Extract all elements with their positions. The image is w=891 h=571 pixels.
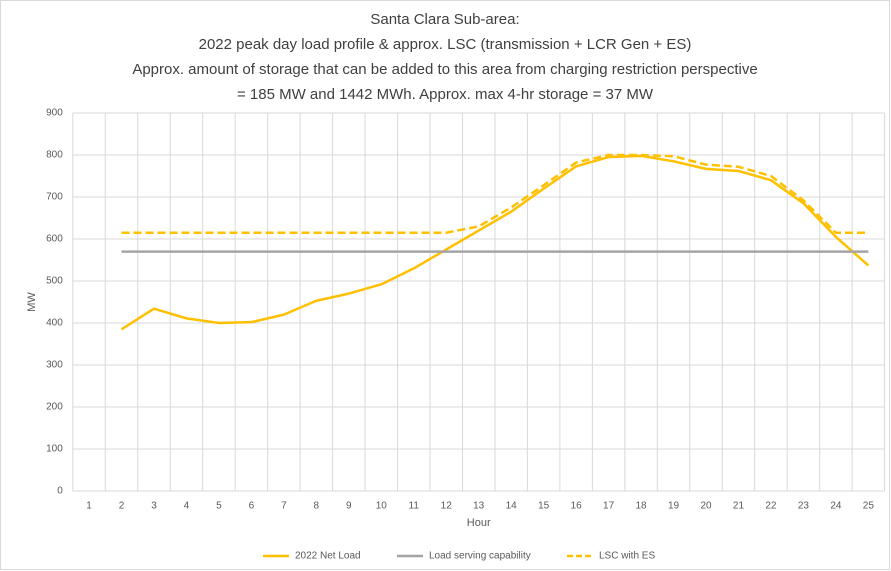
x-tick-label: 24 bbox=[830, 501, 842, 512]
x-tick-label: 8 bbox=[314, 501, 320, 512]
y-tick-label: 900 bbox=[46, 108, 63, 119]
legend-label: Load serving capability bbox=[429, 551, 531, 562]
y-tick-label: 700 bbox=[46, 192, 63, 203]
legend-label: 2022 Net Load bbox=[295, 551, 361, 562]
x-tick-label: 6 bbox=[249, 501, 255, 512]
x-tick-label: 12 bbox=[441, 501, 453, 512]
x-tick-label: 15 bbox=[538, 501, 550, 512]
x-tick-label: 4 bbox=[184, 501, 190, 512]
legend-label: LSC with ES bbox=[599, 551, 655, 562]
y-tick-label: 400 bbox=[46, 318, 63, 329]
x-tick-label: 13 bbox=[473, 501, 485, 512]
y-tick-label: 0 bbox=[57, 486, 63, 497]
x-tick-label: 9 bbox=[346, 501, 352, 512]
x-tick-label: 19 bbox=[668, 501, 680, 512]
x-tick-label: 21 bbox=[733, 501, 745, 512]
x-tick-label: 3 bbox=[151, 501, 157, 512]
y-tick-label: 100 bbox=[46, 444, 63, 455]
y-tick-label: 300 bbox=[46, 360, 63, 371]
x-tick-label: 20 bbox=[700, 501, 712, 512]
x-tick-label: 17 bbox=[603, 501, 615, 512]
x-tick-label: 1 bbox=[86, 501, 92, 512]
x-tick-label: 2 bbox=[119, 501, 125, 512]
y-axis-label: MW bbox=[26, 292, 38, 312]
x-tick-label: 16 bbox=[571, 501, 583, 512]
y-tick-label: 200 bbox=[46, 402, 63, 413]
x-tick-label: 25 bbox=[863, 501, 875, 512]
series-line bbox=[120, 154, 870, 331]
x-tick-label: 5 bbox=[216, 501, 222, 512]
chart-title: Approx. amount of storage that can be ad… bbox=[132, 61, 757, 78]
y-tick-label: 800 bbox=[46, 150, 63, 161]
series-line bbox=[121, 153, 869, 234]
chart-title: 2022 peak day load profile & approx. LSC… bbox=[199, 36, 692, 53]
y-tick-label: 500 bbox=[46, 276, 63, 287]
x-tick-label: 11 bbox=[409, 501, 420, 512]
y-tick-label: 600 bbox=[46, 234, 63, 245]
x-tick-label: 23 bbox=[798, 501, 810, 512]
chart-title: Santa Clara Sub-area: bbox=[370, 11, 519, 28]
x-axis-label: Hour bbox=[467, 517, 491, 529]
x-tick-label: 14 bbox=[506, 501, 518, 512]
x-tick-label: 22 bbox=[765, 501, 777, 512]
x-tick-label: 10 bbox=[376, 501, 388, 512]
chart-title: = 185 MW and 1442 MWh. Approx. max 4-hr … bbox=[237, 86, 654, 103]
x-tick-label: 18 bbox=[635, 501, 647, 512]
x-tick-label: 7 bbox=[281, 501, 287, 512]
